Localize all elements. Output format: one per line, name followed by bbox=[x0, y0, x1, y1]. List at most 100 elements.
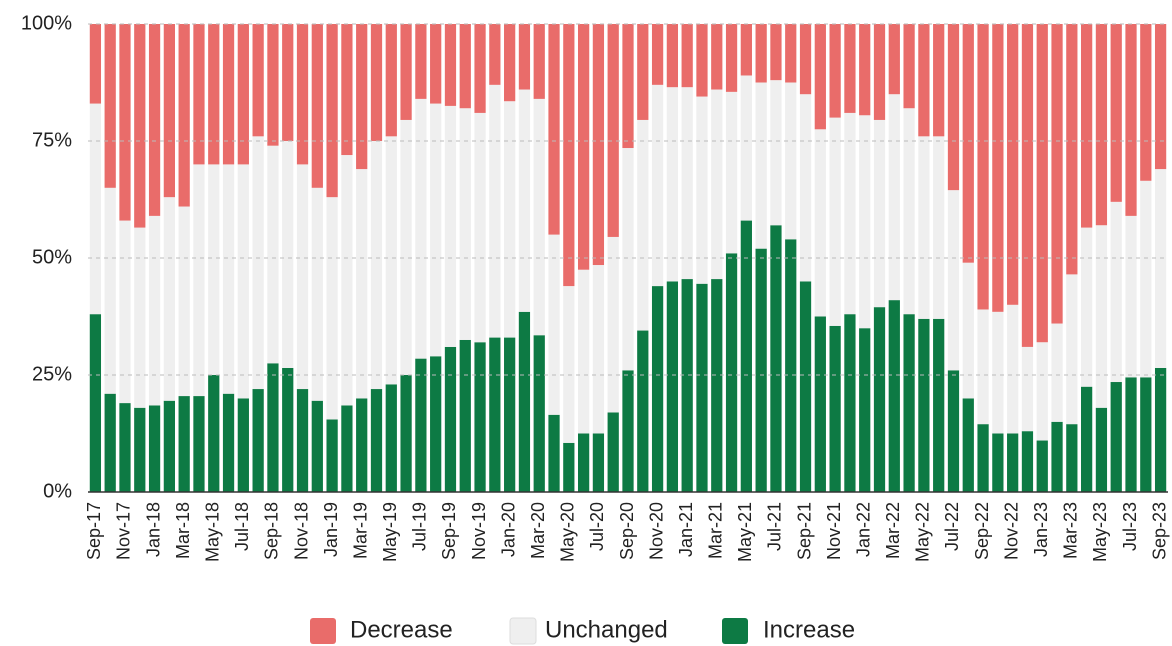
bar-segment bbox=[592, 433, 605, 492]
x-tick-label: Jul-18 bbox=[232, 502, 252, 551]
legend-label: Decrease bbox=[350, 616, 453, 643]
bar-segment bbox=[1125, 377, 1137, 492]
x-tick-label: Jul-19 bbox=[410, 502, 430, 551]
y-tick-label: 100% bbox=[21, 12, 72, 34]
bar-segment bbox=[711, 89, 723, 280]
bar-segment bbox=[267, 145, 279, 364]
bar-segment bbox=[311, 187, 323, 401]
bar-segment bbox=[725, 253, 738, 492]
bar-segment bbox=[385, 24, 397, 137]
legend-swatch bbox=[509, 617, 537, 645]
bar-segment bbox=[252, 24, 264, 137]
bar-segment bbox=[799, 281, 812, 492]
legend-label: Unchanged bbox=[545, 616, 668, 643]
bar-segment bbox=[577, 269, 590, 434]
x-tick-label: May-20 bbox=[558, 502, 578, 562]
bar-segment bbox=[430, 103, 442, 357]
bar-segment bbox=[933, 24, 945, 137]
bar-segment bbox=[829, 117, 841, 326]
bar-segment bbox=[903, 108, 915, 315]
bar-segment bbox=[400, 375, 412, 492]
x-tick-label: May-23 bbox=[1090, 502, 1110, 562]
bar-segment bbox=[918, 318, 930, 492]
bar-segment bbox=[341, 24, 353, 156]
bar-segment bbox=[104, 393, 116, 492]
bar-segment bbox=[785, 239, 797, 492]
bar-segment bbox=[622, 148, 634, 371]
bar-segment bbox=[444, 105, 457, 347]
bar-segment bbox=[992, 433, 1004, 492]
bar-segment bbox=[814, 129, 826, 317]
bar-segment bbox=[977, 424, 989, 492]
bar-segment bbox=[518, 24, 531, 90]
bar-segment bbox=[237, 164, 249, 399]
bar-segment bbox=[740, 24, 752, 76]
bar-segment bbox=[193, 396, 205, 492]
bar-segment bbox=[873, 119, 886, 308]
bar-segment bbox=[548, 24, 560, 235]
x-tick-label: Mar-19 bbox=[350, 502, 370, 559]
bar-segment bbox=[134, 227, 146, 408]
bar-segment bbox=[163, 24, 175, 198]
bar-segment bbox=[193, 164, 205, 397]
bar-segment bbox=[563, 286, 575, 443]
bar-segment bbox=[755, 82, 767, 249]
bar-segment bbox=[296, 164, 309, 390]
x-tick-label: Nov-18 bbox=[291, 502, 311, 560]
bar-segment bbox=[1125, 24, 1137, 216]
bar-segment bbox=[89, 24, 102, 104]
bar-segment bbox=[400, 119, 412, 375]
bar-segment bbox=[148, 215, 161, 406]
bar-segment bbox=[844, 24, 856, 113]
bar-segment bbox=[1007, 24, 1019, 305]
bar-segment bbox=[577, 433, 590, 492]
bar-segment bbox=[607, 236, 619, 413]
bar-segment bbox=[119, 24, 131, 221]
bar-segment bbox=[1081, 227, 1093, 387]
bar-segment bbox=[1125, 215, 1137, 378]
bar-segment bbox=[681, 87, 693, 280]
bar-segment bbox=[666, 281, 679, 492]
bar-segment bbox=[799, 94, 812, 282]
bar-segment bbox=[947, 24, 960, 191]
legend-label: Increase bbox=[763, 616, 855, 643]
bar-segment bbox=[1051, 24, 1063, 324]
bar-segment bbox=[1051, 323, 1063, 422]
y-tick-label: 50% bbox=[32, 246, 72, 268]
bar-segment bbox=[104, 24, 116, 188]
bar-segment bbox=[311, 400, 323, 492]
bar-segment bbox=[222, 164, 235, 394]
bar-segment bbox=[548, 414, 560, 492]
bar-segment bbox=[459, 108, 471, 340]
bar-segment bbox=[548, 234, 560, 415]
bar-segment bbox=[1081, 24, 1093, 228]
bar-segment bbox=[504, 101, 516, 338]
bar-segment bbox=[681, 279, 693, 492]
bar-segment bbox=[651, 286, 664, 492]
bar-segment bbox=[400, 24, 412, 120]
legend-swatch bbox=[722, 618, 748, 644]
bar-segment bbox=[888, 24, 900, 95]
bar-segment bbox=[267, 24, 279, 146]
x-tick-label: Mar-20 bbox=[528, 502, 548, 559]
bar-segment bbox=[651, 84, 664, 287]
bar-segment bbox=[1095, 225, 1108, 408]
bar-segment bbox=[356, 24, 368, 170]
bar-segment bbox=[1007, 304, 1019, 434]
x-tick-label: Nov-20 bbox=[646, 502, 666, 560]
bar-segment bbox=[237, 24, 249, 165]
bar-segment bbox=[1007, 433, 1019, 492]
bar-segment bbox=[518, 311, 531, 492]
x-tick-label: Nov-22 bbox=[1001, 502, 1021, 560]
bar-segment bbox=[755, 24, 767, 83]
bar-segment bbox=[533, 98, 545, 336]
bar-segment bbox=[474, 24, 486, 113]
bar-segment bbox=[1036, 24, 1048, 343]
legend-swatch bbox=[310, 618, 336, 644]
bar-segment bbox=[1021, 346, 1034, 432]
bar-segment bbox=[489, 337, 501, 492]
bar-segment bbox=[1021, 431, 1034, 492]
bar-segment bbox=[977, 24, 989, 310]
bar-segment bbox=[607, 24, 619, 237]
bar-segment bbox=[1140, 24, 1152, 181]
